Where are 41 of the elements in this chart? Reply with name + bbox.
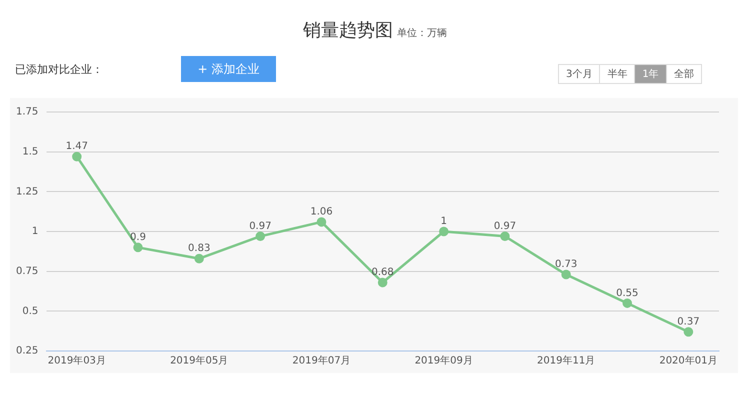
x-tick-label: 2019年11月 xyxy=(537,354,596,367)
data-label: 0.97 xyxy=(249,220,272,232)
point xyxy=(72,152,82,162)
text: 已添加对比企业： xyxy=(15,62,103,77)
point xyxy=(684,327,694,337)
point xyxy=(378,278,388,288)
x-tick-label: 2020年01月 xyxy=(659,354,718,367)
text: 1年 xyxy=(634,65,666,83)
point xyxy=(561,270,571,280)
text: 3个月 xyxy=(559,65,600,83)
y-tick-label: 1.75 xyxy=(16,106,38,118)
data-label: 0.73 xyxy=(554,259,578,270)
point xyxy=(622,298,632,308)
point xyxy=(439,226,449,236)
text: 全部 xyxy=(666,65,701,83)
y-tick-label: 1.25 xyxy=(16,186,38,198)
data-label: 0.97 xyxy=(494,220,516,232)
x-tick-label: 2019年07月 xyxy=(292,354,351,367)
data-label: 0.55 xyxy=(616,288,638,299)
chart-subtitle: 单位：万辆 xyxy=(397,28,447,39)
y-tick-label: 0.25 xyxy=(16,346,38,357)
x-tick-label: 2019年03月 xyxy=(48,354,106,367)
chart-title: 销量趋势图 xyxy=(303,20,393,41)
point xyxy=(256,232,266,242)
y-tick-label: 0.75 xyxy=(16,266,38,277)
point xyxy=(194,254,204,264)
x-tick-label: 2019年09月 xyxy=(414,354,473,367)
data-label: 0.37 xyxy=(677,316,700,328)
point xyxy=(316,217,326,227)
y-tick-label: 1.5 xyxy=(22,146,38,158)
data-label: 1 xyxy=(440,216,447,228)
data-label: 1.47 xyxy=(66,141,88,152)
y-tick-label: 1 xyxy=(32,226,38,238)
point xyxy=(500,232,510,242)
y-tick-label: 0.5 xyxy=(22,306,38,317)
x-tick-label: 2019年05月 xyxy=(170,354,228,367)
text: 半年 xyxy=(599,65,634,83)
data-label: 0.83 xyxy=(188,243,210,254)
data-label: 1.06 xyxy=(310,206,333,218)
point xyxy=(133,242,143,252)
text: + 添加企业 xyxy=(181,56,276,82)
